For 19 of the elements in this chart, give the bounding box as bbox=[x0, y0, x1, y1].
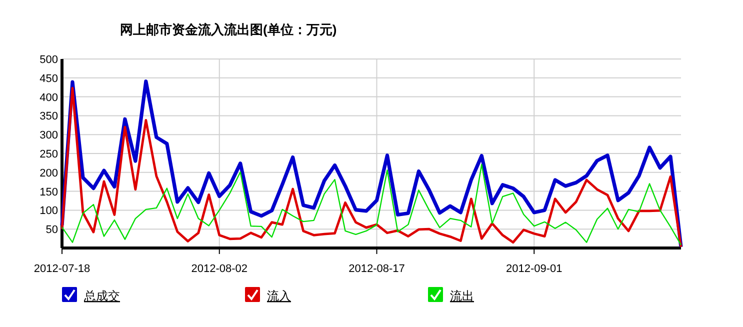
x-tick-label: 2012-08-17 bbox=[348, 263, 405, 275]
y-tick-label: 150 bbox=[40, 186, 58, 198]
x-tick-label: 2012-07-18 bbox=[34, 263, 90, 275]
chart-title: 网上邮市资金流入流出图(单位：万元) bbox=[120, 22, 337, 37]
line-series bbox=[61, 164, 682, 246]
legend-label: 总成交 bbox=[83, 289, 120, 303]
y-tick-label: 250 bbox=[40, 148, 58, 160]
y-tick-label: 50 bbox=[46, 224, 58, 236]
y-tick-label: 450 bbox=[40, 72, 58, 85]
x-tick-label: 2012-09-01 bbox=[506, 263, 562, 275]
y-tick-label: 350 bbox=[40, 110, 58, 123]
y-tick-label: 100 bbox=[40, 205, 58, 218]
y-tick-label: 400 bbox=[40, 92, 58, 104]
y-tick-label: 200 bbox=[40, 167, 58, 180]
legend-label: 流出 bbox=[450, 289, 474, 303]
legend-label: 流入 bbox=[267, 289, 291, 303]
x-tick-label: 2012-08-02 bbox=[191, 263, 248, 275]
y-tick-label: 500 bbox=[40, 54, 58, 66]
y-tick-label: 300 bbox=[40, 130, 58, 142]
